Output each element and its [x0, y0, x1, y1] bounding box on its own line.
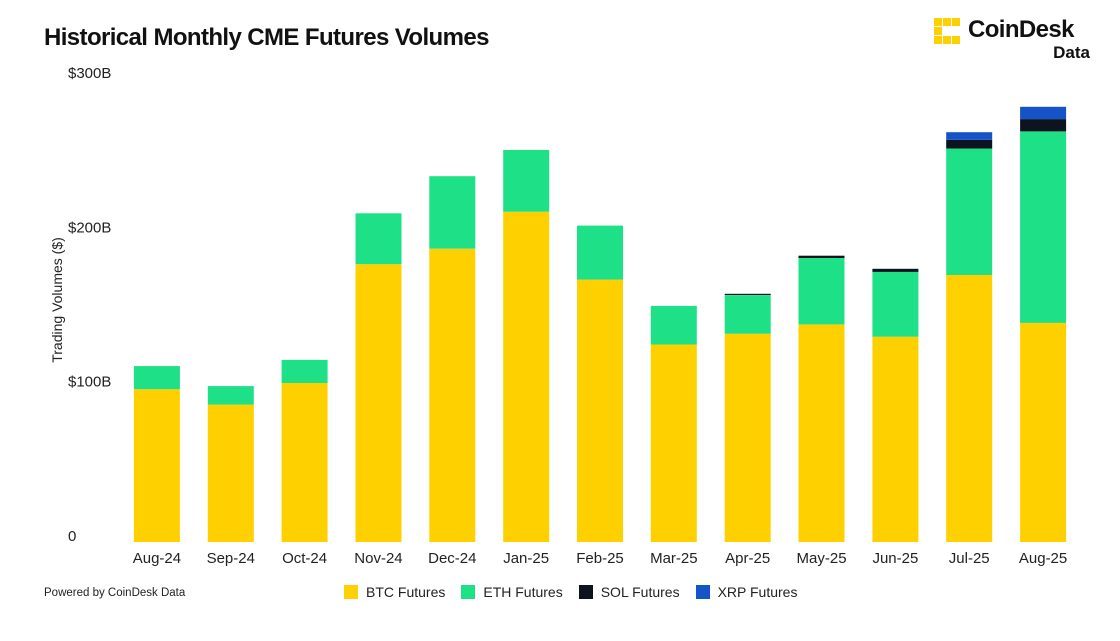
- bar-xrp-futures-jul-25: [946, 132, 993, 140]
- bar-btc-futures-jan-25: [503, 211, 550, 542]
- bar-sol-futures-may-25: [798, 255, 845, 258]
- footer-credit: Powered by CoinDesk Data: [44, 587, 186, 599]
- legend-swatch-btc: [344, 585, 358, 599]
- legend-item-eth: ETH Futures: [461, 584, 563, 600]
- brand-sub: Data: [1053, 43, 1090, 62]
- x-tick-label: Oct-24: [282, 550, 327, 567]
- bar-sol-futures-jun-25: [872, 268, 919, 272]
- x-tick-label: May-25: [797, 550, 847, 567]
- bar-btc-futures-jun-25: [872, 336, 919, 542]
- legend-item-sol: SOL Futures: [578, 584, 680, 600]
- bar-eth-futures-aug-25: [1020, 131, 1067, 323]
- bar-eth-futures-sep-24: [207, 386, 254, 405]
- bar-eth-futures-nov-24: [355, 213, 402, 265]
- legend-swatch-eth: [461, 585, 476, 599]
- bar-eth-futures-jun-25: [872, 271, 919, 337]
- bar-eth-futures-aug-24: [133, 366, 180, 390]
- x-tick-label: Apr-25: [725, 550, 770, 567]
- x-tick-label: Aug-24: [133, 550, 181, 567]
- x-tick-label: Mar-25: [650, 550, 698, 567]
- bar-btc-futures-nov-24: [355, 264, 402, 542]
- coindesk-logo: CoinDesk Data: [932, 14, 1092, 64]
- y-tick-label: $200B: [68, 219, 111, 236]
- bar-btc-futures-sep-24: [207, 404, 254, 542]
- x-tick-label: Feb-25: [576, 550, 624, 567]
- bar-eth-futures-mar-25: [650, 305, 697, 345]
- legend-label-eth: ETH Futures: [483, 584, 563, 600]
- chart-legend: BTC Futures ETH Futures SOL Futures XRP …: [344, 584, 799, 600]
- bar-xrp-futures-aug-25: [1020, 106, 1067, 120]
- bar-eth-futures-apr-25: [724, 295, 771, 334]
- x-tick-label: Aug-25: [1019, 550, 1067, 567]
- legend-label-sol: SOL Futures: [600, 584, 680, 600]
- bar-eth-futures-oct-24: [281, 359, 328, 383]
- legend-item-btc: BTC Futures: [344, 584, 445, 600]
- bar-btc-futures-may-25: [798, 324, 845, 542]
- bar-sol-futures-apr-25: [724, 293, 771, 295]
- x-tick-label: Jan-25: [503, 550, 549, 567]
- bar-eth-futures-may-25: [798, 258, 845, 325]
- y-tick-label: 0: [68, 528, 76, 545]
- legend-swatch-xrp: [695, 585, 710, 599]
- bar-eth-futures-feb-25: [577, 225, 623, 280]
- bar-btc-futures-oct-24: [281, 383, 328, 542]
- bar-eth-futures-dec-24: [429, 176, 476, 249]
- legend-item-xrp: XRP Futures: [695, 584, 798, 600]
- x-tick-label: Jun-25: [872, 550, 918, 567]
- legend-swatch-sol: [578, 585, 593, 599]
- bar-btc-futures-apr-25: [724, 333, 771, 542]
- x-tick-label: Jul-25: [949, 550, 990, 567]
- bar-btc-futures-dec-24: [429, 248, 476, 543]
- bar-eth-futures-jul-25: [946, 148, 993, 275]
- bar-btc-futures-feb-25: [577, 279, 623, 542]
- chart-title: Historical Monthly CME Futures Volumes: [44, 24, 489, 51]
- y-tick-label: $100B: [68, 374, 111, 391]
- x-tick-label: Dec-24: [428, 550, 476, 567]
- coindesk-logo-icon: [934, 18, 960, 44]
- legend-label-xrp: XRP Futures: [717, 584, 798, 600]
- bar-btc-futures-aug-24: [133, 389, 180, 542]
- x-tick-label: Nov-24: [354, 550, 402, 567]
- brand-name: CoinDesk: [968, 16, 1075, 43]
- x-tick-label: Sep-24: [207, 550, 255, 567]
- legend-label-btc: BTC Futures: [366, 584, 446, 600]
- bar-btc-futures-aug-25: [1020, 322, 1067, 542]
- bar-sol-futures-aug-25: [1020, 119, 1067, 132]
- bar-btc-futures-jul-25: [946, 275, 993, 542]
- bar-btc-futures-mar-25: [650, 344, 697, 542]
- bar-eth-futures-jan-25: [503, 150, 550, 212]
- bar-sol-futures-jul-25: [946, 140, 993, 149]
- y-tick-label: $300B: [68, 65, 111, 82]
